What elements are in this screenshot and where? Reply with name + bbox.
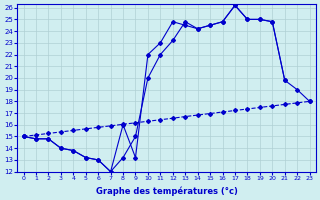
X-axis label: Graphe des températures (°c): Graphe des températures (°c) — [96, 186, 237, 196]
